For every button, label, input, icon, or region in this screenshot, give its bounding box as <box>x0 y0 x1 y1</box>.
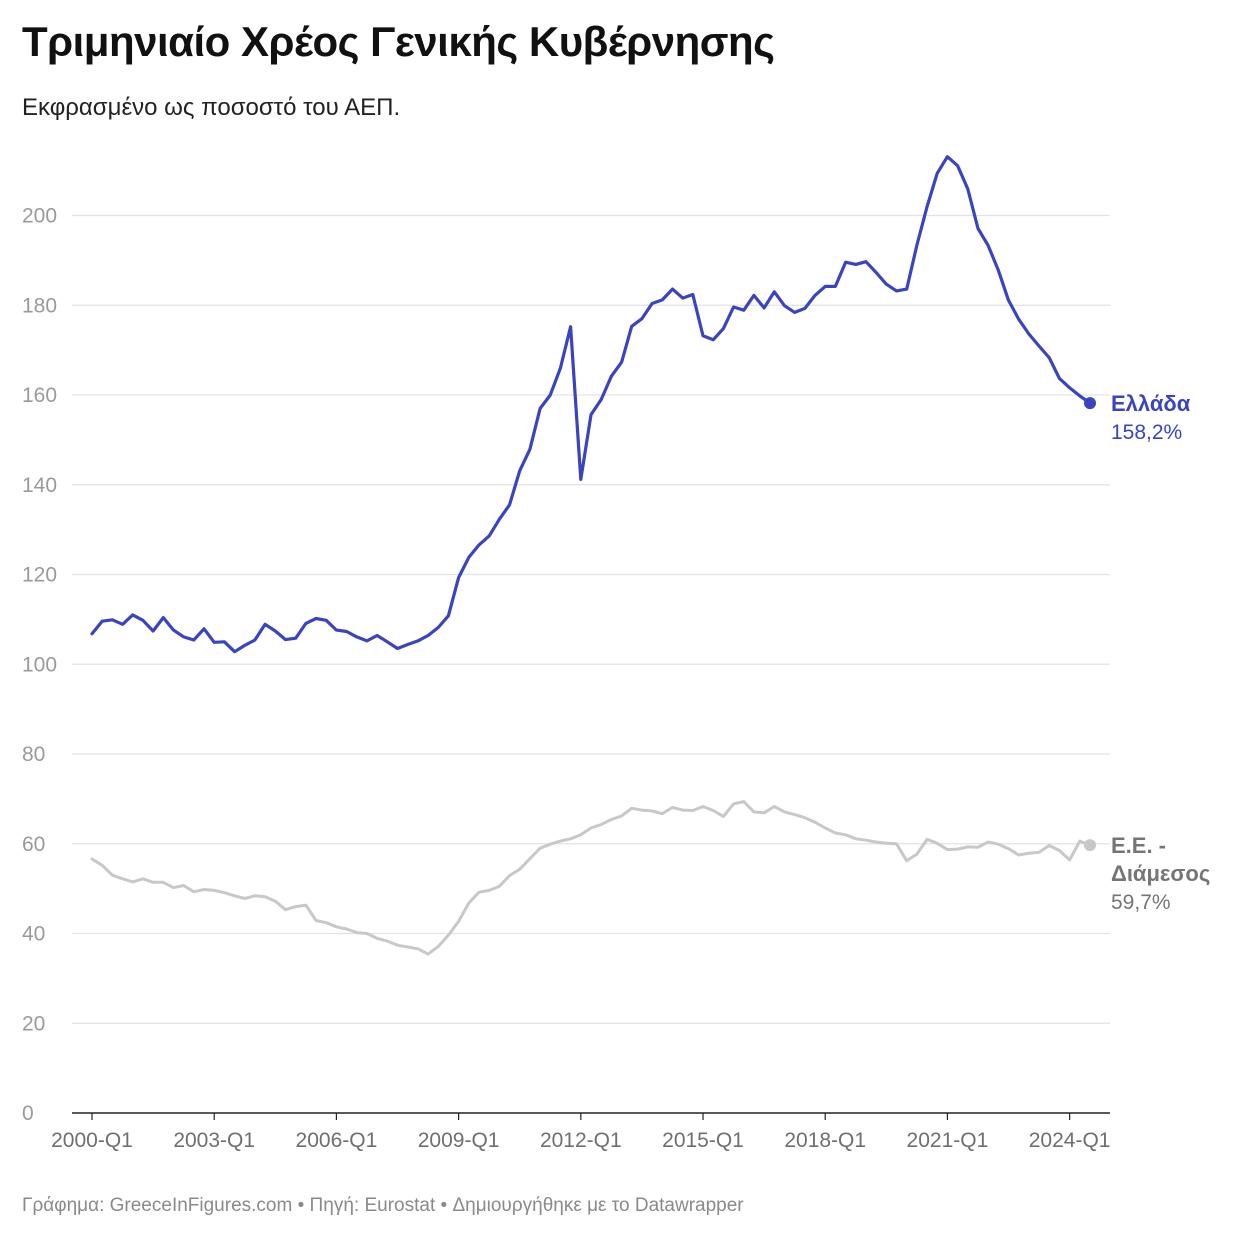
y-tick-label: 180 <box>22 294 57 317</box>
y-tick-label: 80 <box>22 743 45 766</box>
x-axis-tick-labels: 2000-Q1 2003-Q1 2006-Q1 2009-Q1 2012-Q1 2015-… <box>51 1113 1110 1152</box>
series-label-greece: Ελλάδα <box>1111 391 1191 416</box>
series-lines <box>90 155 1096 956</box>
x-tick-label: 2018-Q1 <box>784 1129 866 1152</box>
footer-credit: Γράφημα: GreeceInFigures.com <box>22 1195 293 1216</box>
y-tick-label: 20 <box>22 1012 45 1035</box>
series-line-eu-median <box>90 800 1092 956</box>
series-value-greece: 158,2% <box>1111 421 1182 444</box>
x-tick-label: 2003-Q1 <box>173 1129 255 1152</box>
footer-made-with: Δημιουργήθηκε με το Datawrapper <box>452 1195 744 1216</box>
series-label-eu-median-line1: Ε.Ε. - <box>1111 833 1166 858</box>
y-tick-label: 0 <box>22 1102 34 1125</box>
x-tick-label: 2012-Q1 <box>540 1129 622 1152</box>
x-tick-label: 2009-Q1 <box>418 1129 500 1152</box>
x-tick-label: 2000-Q1 <box>51 1129 133 1152</box>
series-label-eu-median-line2: Διάμεσος <box>1111 861 1210 886</box>
y-tick-label: 160 <box>22 384 57 407</box>
series-value-eu-median: 59,7% <box>1111 891 1171 914</box>
y-tick-label: 140 <box>22 474 57 497</box>
x-tick-label: 2024-Q1 <box>1029 1129 1111 1152</box>
line-chart: 0 20 40 60 80 100 120 140 160 180 200 2000-Q1 2003-… <box>22 155 1210 1152</box>
end-point-eu-median <box>1084 839 1096 852</box>
y-tick-label: 200 <box>22 205 57 228</box>
x-tick-label: 2006-Q1 <box>296 1129 378 1152</box>
footer-separator-1: • <box>292 1195 310 1216</box>
y-tick-label: 120 <box>22 564 57 587</box>
x-tick-label: 2021-Q1 <box>907 1129 989 1152</box>
series-line-greece <box>90 155 1092 654</box>
chart-subtitle: Εκφρασμένο ως ποσοστό του ΑΕΠ. <box>22 94 401 121</box>
y-tick-label: 40 <box>22 923 45 946</box>
gridlines <box>72 214 1110 1114</box>
chart-title: Τριμηνιαίο Χρέος Γενικής Κυβέρνησης <box>22 18 775 65</box>
end-point-greece <box>1084 397 1096 410</box>
series-end-labels: Ελλάδα 158,2% Ε.Ε. - Διάμεσος 59,7% <box>1111 391 1210 914</box>
footer-separator-2: • <box>435 1195 453 1216</box>
y-tick-label: 100 <box>22 653 57 676</box>
footer-source: Πηγή: Eurostat <box>309 1195 436 1216</box>
y-axis-tick-labels: 0 20 40 60 80 100 120 140 160 180 200 <box>22 205 57 1126</box>
x-tick-label: 2015-Q1 <box>662 1129 744 1152</box>
y-tick-label: 60 <box>22 833 45 856</box>
footer-credits: Γράφημα: GreeceInFigures.com • Πηγή: Eur… <box>22 1195 744 1217</box>
